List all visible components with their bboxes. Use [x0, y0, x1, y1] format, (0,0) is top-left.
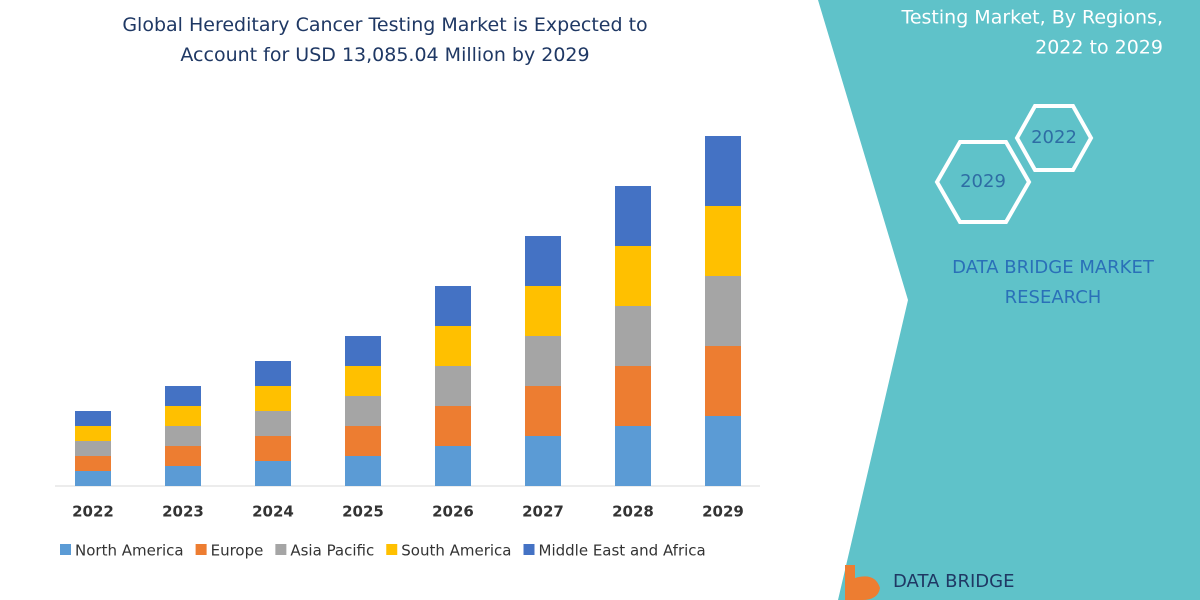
bar-segment — [525, 386, 561, 436]
bar-segment — [705, 346, 741, 416]
bar-segment — [165, 426, 201, 446]
logo-text: DATA BRIDGE — [893, 571, 1014, 592]
x-tick-label: 2025 — [342, 503, 384, 521]
bar-segment — [615, 246, 651, 306]
legend-swatch — [60, 544, 71, 555]
x-tick-label: 2029 — [702, 503, 744, 521]
bar-segment — [435, 366, 471, 406]
bar-segment — [75, 456, 111, 471]
bar-segment — [435, 326, 471, 366]
legend-label: South America — [401, 542, 511, 560]
bar-segment — [75, 471, 111, 486]
legend-swatch — [523, 544, 535, 555]
brand-text: RESEARCH — [1005, 287, 1102, 308]
bar-segment — [615, 426, 651, 486]
brand-text: DATA BRIDGE MARKET — [952, 257, 1155, 278]
legend-label: Middle East and Africa — [539, 542, 706, 560]
bar-segment — [255, 361, 291, 386]
panel-heading: 2022 to 2029 — [1035, 37, 1163, 59]
bar-segment — [165, 466, 201, 486]
legend-label: North America — [75, 542, 184, 560]
bar-segment — [705, 206, 741, 276]
hexagon — [934, 140, 1032, 224]
bar-segment — [525, 336, 561, 386]
hexagon — [1014, 104, 1094, 172]
hex-label: 2022 — [1031, 127, 1077, 148]
bar-segment — [255, 461, 291, 486]
hex-label: 2029 — [960, 171, 1006, 192]
panel-heading: Testing Market, By Regions, — [900, 7, 1163, 29]
x-tick-label: 2024 — [252, 503, 294, 521]
bar-segment — [345, 336, 381, 366]
chart-title: Global Hereditary Cancer Testing Market … — [122, 14, 648, 66]
x-tick-label: 2028 — [612, 503, 654, 521]
bar-segment — [435, 446, 471, 486]
bar-segment — [615, 186, 651, 246]
bar-segment — [705, 136, 741, 206]
bar-segment — [705, 276, 741, 346]
bar-segment — [345, 426, 381, 456]
bar-segment — [525, 286, 561, 336]
bar-segment — [75, 426, 111, 441]
bar-segment — [525, 436, 561, 486]
bar-segment — [165, 386, 201, 406]
bar-segment — [615, 366, 651, 426]
bar-segment — [435, 406, 471, 446]
legend-swatch — [195, 544, 207, 555]
bar-segment — [255, 411, 291, 436]
bar-segment — [345, 456, 381, 486]
bar-segment — [525, 236, 561, 286]
bar-segment — [255, 386, 291, 411]
bar-segment — [345, 396, 381, 426]
legend-label: Europe — [211, 542, 264, 560]
bar-segment — [615, 306, 651, 366]
bar-segment — [165, 446, 201, 466]
bar-segment — [435, 286, 471, 326]
logo-mark — [845, 565, 880, 600]
bar-segment — [345, 366, 381, 396]
legend-label: Asia Pacific — [290, 542, 374, 560]
side-panel — [818, 0, 1200, 600]
bar-segment — [75, 441, 111, 456]
legend-swatch — [275, 544, 287, 555]
x-tick-label: 2022 — [72, 503, 114, 521]
x-tick-label: 2027 — [522, 503, 564, 521]
x-tick-label: 2023 — [162, 503, 204, 521]
bar-segment — [705, 416, 741, 486]
legend-swatch — [386, 544, 398, 555]
bar-segment — [75, 411, 111, 426]
bar-segment — [255, 436, 291, 461]
bar-segment — [165, 406, 201, 426]
x-tick-label: 2026 — [432, 503, 474, 521]
